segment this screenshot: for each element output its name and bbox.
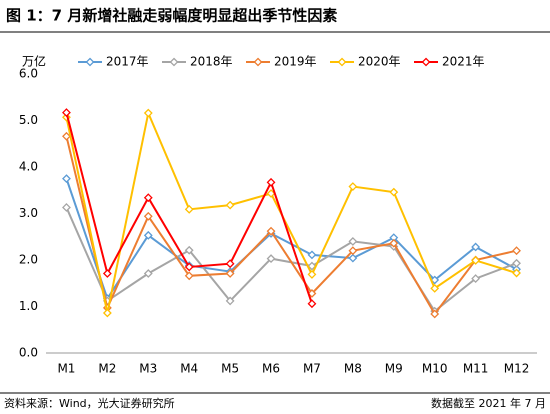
x-tick-label: M7 — [303, 362, 321, 376]
data-point — [471, 274, 481, 284]
data-point — [512, 268, 521, 278]
y-tick-label: 6.0 — [19, 67, 38, 81]
x-tick-label: M10 — [422, 362, 448, 376]
data-point — [184, 262, 194, 272]
data-point — [225, 296, 235, 306]
data-point — [348, 182, 358, 191]
data-point — [62, 203, 71, 212]
data-point — [102, 308, 112, 318]
x-tick-label: M8 — [344, 362, 362, 376]
x-tick-label: M1 — [57, 362, 75, 376]
data-point — [307, 289, 317, 298]
legend-label: 2020年 — [358, 55, 401, 69]
series-line — [65, 136, 517, 316]
legend-marker — [253, 57, 263, 67]
y-tick-label: 0.0 — [19, 346, 38, 360]
y-axis-label: 万亿 — [22, 54, 46, 69]
x-tick-label: M11 — [463, 362, 489, 376]
data-point — [430, 283, 440, 293]
data-point — [307, 269, 317, 279]
legend-marker — [169, 57, 179, 67]
x-tick-label: M2 — [98, 362, 116, 376]
legend-marker — [337, 57, 347, 67]
data-point — [184, 271, 194, 281]
data-point — [62, 174, 71, 184]
x-tick-label: M6 — [262, 362, 280, 376]
legend-marker — [85, 57, 95, 67]
data-point — [512, 246, 521, 256]
legend-label: 2019年 — [274, 55, 317, 69]
data-point — [62, 131, 71, 141]
data-point — [225, 259, 235, 269]
data-point — [143, 269, 153, 278]
data-point — [389, 187, 399, 197]
y-tick-label: 2.0 — [19, 253, 38, 267]
data-point — [143, 193, 153, 203]
data-point — [471, 256, 481, 265]
data-point — [143, 211, 153, 221]
data-point — [225, 269, 235, 278]
legend-label: 2018年 — [190, 55, 233, 69]
data-point — [348, 246, 358, 256]
data-point — [512, 258, 521, 268]
data-point — [389, 238, 399, 248]
data-point — [307, 299, 317, 309]
y-tick-label: 3.0 — [19, 206, 38, 220]
legend-label: 2017年 — [106, 55, 149, 69]
data-point — [143, 230, 153, 240]
data-point — [430, 309, 440, 319]
data-point — [266, 254, 276, 264]
series-line — [65, 109, 517, 314]
data-point — [184, 204, 194, 214]
chart-title: 图 1：7 月新增社融走弱幅度明显超出季节性因素 — [6, 7, 337, 25]
note: 数据截至 2021 年 7 月 — [431, 396, 546, 410]
data-point — [348, 253, 358, 263]
x-tick-label: M9 — [385, 362, 403, 376]
source: 资料来源：Wind，光大证券研究所 — [4, 396, 175, 410]
data-point — [266, 177, 276, 187]
data-point — [307, 250, 317, 260]
data-point — [225, 200, 235, 210]
data-point — [184, 245, 194, 255]
x-tick-label: M4 — [180, 362, 198, 376]
legend-label: 2021年 — [442, 55, 485, 69]
data-point — [348, 236, 358, 246]
legend-marker — [421, 57, 431, 67]
data-point — [266, 226, 276, 236]
x-tick-label: M12 — [504, 362, 530, 376]
x-tick-label: M3 — [139, 362, 157, 376]
data-point — [102, 269, 112, 278]
data-point — [307, 261, 317, 271]
y-tick-label: 5.0 — [19, 113, 38, 127]
data-point — [62, 108, 71, 118]
data-point — [430, 275, 440, 285]
y-tick-label: 4.0 — [19, 160, 38, 174]
series-line — [65, 178, 518, 301]
x-tick-label: M5 — [221, 362, 239, 376]
data-point — [143, 108, 153, 118]
data-point — [471, 242, 481, 252]
y-tick-label: 1.0 — [19, 299, 38, 313]
